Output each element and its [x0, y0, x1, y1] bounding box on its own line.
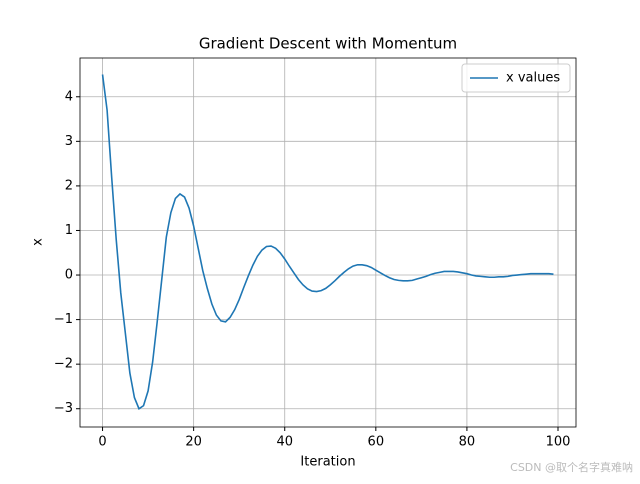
x-axis-label: Iteration	[300, 455, 355, 470]
x-tick-label: 0	[98, 435, 106, 450]
y-tick-label: −1	[54, 312, 73, 327]
y-tick-label: −3	[54, 401, 73, 416]
chart-title: Gradient Descent with Momentum	[199, 35, 457, 53]
x-tick-label: 100	[546, 435, 571, 450]
y-tick-label: −2	[54, 357, 73, 372]
x-tick-label: 60	[368, 435, 385, 450]
line	[101, 74, 554, 410]
y-tick-label: 1	[65, 223, 73, 238]
y-tick-label: 4	[65, 89, 73, 104]
watermark: CSDN @取个名字真难呐	[510, 460, 633, 474]
x-tick-label: 40	[276, 435, 293, 450]
legend-box	[461, 63, 571, 93]
y-axis-label: x	[31, 238, 46, 246]
x-tick-label: 20	[185, 435, 202, 450]
y-tick-label: 0	[65, 268, 73, 283]
y-tick-label: 3	[65, 134, 73, 149]
x-tick-label: 80	[459, 435, 476, 450]
plot-frame	[79, 57, 577, 428]
legend-label: x values	[506, 71, 560, 86]
y-tick-label: 2	[65, 178, 73, 193]
